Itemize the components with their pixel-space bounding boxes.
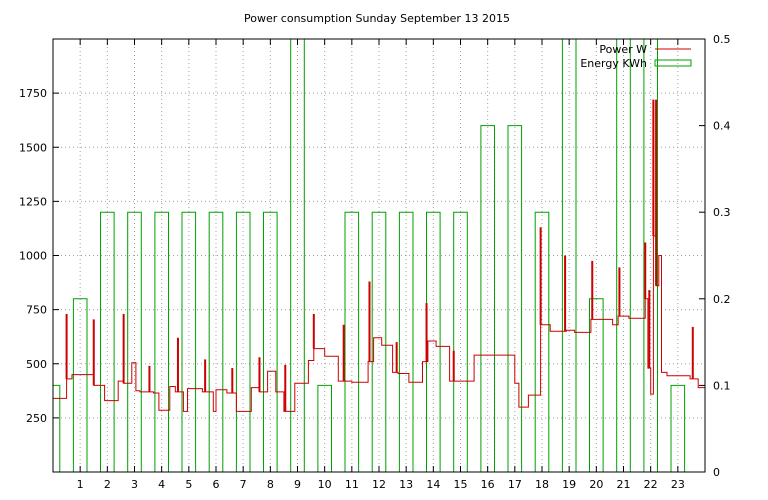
x-tick-label: 18	[535, 478, 549, 491]
y-right-tick-label: 0.2	[713, 293, 731, 306]
y-left-tick-label: 250	[26, 412, 47, 425]
y-right-tick-label: 0	[713, 466, 720, 479]
y-left-tick-label: 750	[26, 304, 47, 317]
legend: Power W Energy KWh	[580, 43, 692, 70]
x-tick-label: 20	[589, 478, 603, 491]
legend-power-label: Power W	[599, 43, 647, 56]
y-left-tick-label: 1750	[19, 87, 47, 100]
legend-energy-label: Energy KWh	[580, 57, 647, 70]
x-tick-label: 21	[617, 478, 631, 491]
chart-title: Power consumption Sunday September 13 20…	[244, 12, 510, 25]
x-tick-label: 4	[158, 478, 165, 491]
y-right-tick-label: 0.1	[713, 379, 731, 392]
x-tick-label: 10	[318, 478, 332, 491]
x-tick-label: 8	[267, 478, 274, 491]
x-tick-label: 16	[481, 478, 495, 491]
x-tick-label: 19	[562, 478, 576, 491]
energy-line	[53, 38, 705, 473]
x-tick-label: 5	[185, 478, 192, 491]
grid-lines	[53, 39, 705, 472]
power-series	[53, 99, 705, 412]
y-right-tick-label: 0.3	[713, 206, 731, 219]
x-tick-label: 11	[345, 478, 359, 491]
y-right-tick-label: 0.4	[713, 120, 731, 133]
x-tick-label: 12	[372, 478, 386, 491]
y-right-tick-label: 0.5	[713, 33, 731, 46]
y-left-tick-label: 1000	[19, 250, 47, 263]
x-tick-label: 23	[671, 478, 685, 491]
x-tick-label: 1	[77, 478, 84, 491]
y-left-tick-label: 1250	[19, 195, 47, 208]
x-tick-label: 2	[104, 478, 111, 491]
x-tick-label: 13	[399, 478, 413, 491]
legend-energy-swatch	[654, 59, 692, 67]
x-tick-label: 22	[644, 478, 658, 491]
axes: 1 2 3 4 5 6 7 8 9 10 11 12 13 14 15 16 17 18 19 20 21 22 23250…	[19, 33, 731, 491]
energy-series	[53, 38, 705, 473]
x-tick-label: 7	[240, 478, 247, 491]
power-line	[53, 235, 705, 412]
x-tick-label: 17	[508, 478, 522, 491]
x-tick-label: 14	[426, 478, 440, 491]
y-left-tick-label: 1500	[19, 141, 47, 154]
y-left-tick-label: 500	[26, 358, 47, 371]
x-tick-label: 3	[131, 478, 138, 491]
x-tick-label: 6	[213, 478, 220, 491]
x-tick-label: 15	[454, 478, 468, 491]
x-tick-label: 9	[294, 478, 301, 491]
